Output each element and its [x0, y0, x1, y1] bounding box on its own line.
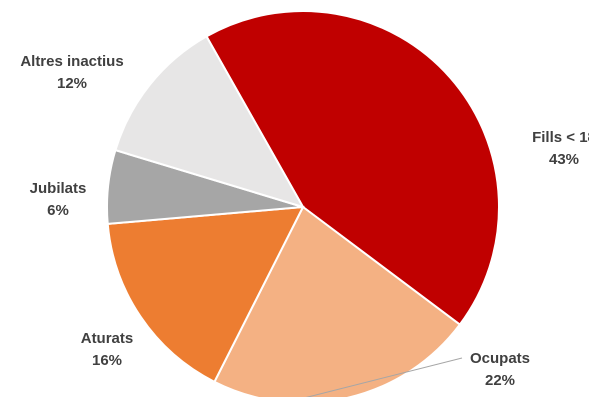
- label-name-aturats: Aturats: [81, 330, 134, 347]
- slice-altres-inactius: [114, 35, 306, 209]
- slice-ocupats: [213, 205, 462, 397]
- label-value-ocupats: 22%: [485, 372, 515, 389]
- pie-labels: Fills < 18 43% Ocupats 22% Aturats 16% J…: [20, 53, 589, 389]
- label-value-jubilats: 6%: [47, 202, 69, 219]
- slice-aturats: [106, 205, 305, 384]
- label-name-fills: Fills < 18: [532, 129, 589, 146]
- label-name-altres-inactius: Altres inactius: [20, 53, 123, 70]
- label-name-ocupats: Ocupats: [470, 350, 530, 367]
- label-value-fills: 43%: [549, 151, 579, 168]
- pie-slices: [106, 10, 500, 397]
- label-value-altres-inactius: 12%: [57, 75, 87, 92]
- slice-fills: [205, 10, 500, 326]
- label-value-aturats: 16%: [92, 352, 122, 369]
- ocupats-leader-line: [305, 357, 463, 397]
- label-name-jubilats: Jubilats: [30, 180, 87, 197]
